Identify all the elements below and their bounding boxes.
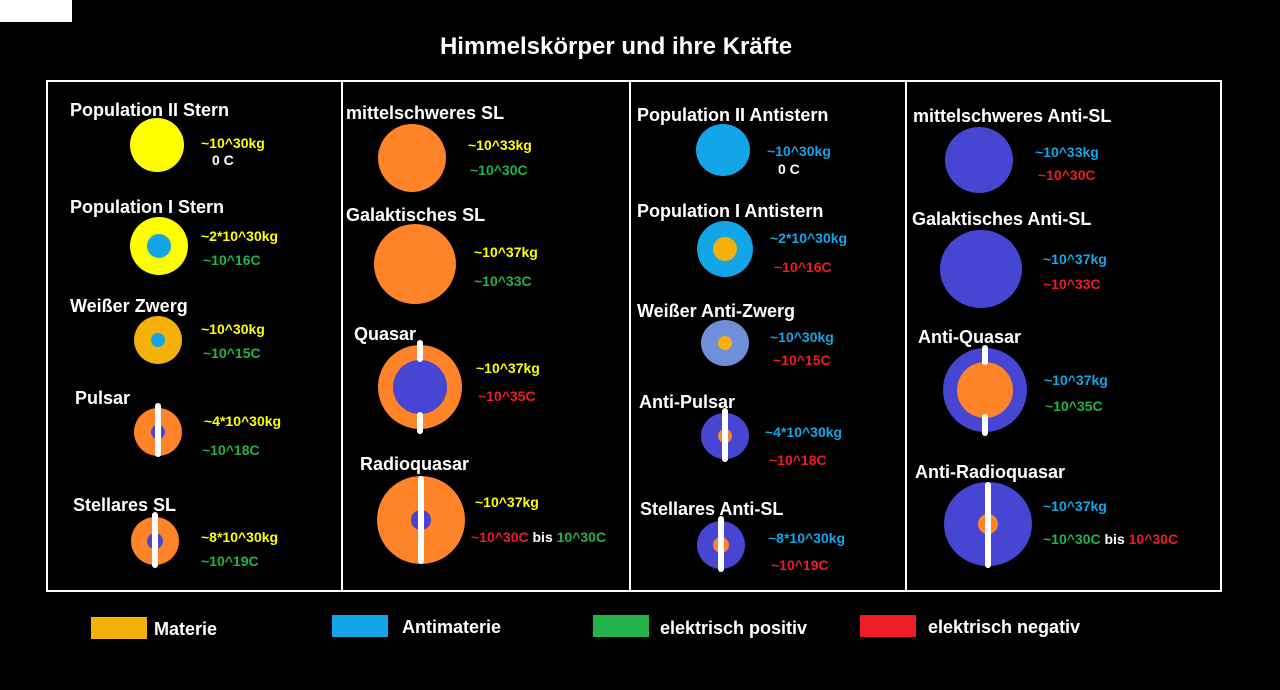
weisser-zwerg-core-icon bbox=[151, 333, 165, 347]
object-name-weisser-anti-zwerg: Weißer Anti-Zwerg bbox=[637, 301, 796, 321]
mass-value: ~10^30kg bbox=[767, 143, 831, 159]
charge-value: ~10^30C bbox=[471, 529, 529, 545]
mass-value: ~2*10^30kg bbox=[770, 230, 848, 246]
mass-value: ~2*10^30kg bbox=[201, 228, 279, 244]
mass-value: ~10^37kg bbox=[476, 360, 540, 376]
legend-label-materie: Materie bbox=[154, 619, 218, 639]
mass-value: ~10^30kg bbox=[201, 135, 265, 151]
object-name-weisser-zwerg: Weißer Zwerg bbox=[70, 296, 188, 316]
charge-value: 10^30C bbox=[556, 529, 607, 545]
charge-value: ~10^30C bbox=[1038, 167, 1096, 183]
weisser-anti-zwerg-core-icon bbox=[718, 336, 732, 350]
charge-value: ~10^35C bbox=[1045, 398, 1103, 414]
charge-range: ~10^30C bis 10^30C bbox=[1043, 531, 1178, 547]
mass-value: ~10^30kg bbox=[770, 329, 834, 345]
charge-bis: bis bbox=[532, 529, 553, 545]
stellares-sl-jet-icon bbox=[152, 512, 158, 568]
charge-value: ~10^30C bbox=[470, 162, 528, 178]
mass-value: ~8*10^30kg bbox=[768, 530, 846, 546]
legend-swatch-elektrisch-negativ bbox=[860, 615, 916, 637]
object-name-galaktisches-anti-sl: Galaktisches Anti-SL bbox=[912, 209, 1092, 229]
mittelschweres-anti-sl-icon bbox=[945, 127, 1013, 193]
population-ii-antistern-icon bbox=[696, 124, 750, 176]
mass-value: ~10^37kg bbox=[1043, 251, 1107, 267]
object-name-quasar: Quasar bbox=[354, 324, 417, 344]
mass-value: ~10^37kg bbox=[1044, 372, 1108, 388]
charge-value: ~10^33C bbox=[1043, 276, 1101, 292]
anti-radioquasar-jet-icon bbox=[985, 482, 991, 568]
mass-value: ~10^37kg bbox=[474, 244, 538, 260]
charge-value: 0 C bbox=[212, 152, 234, 168]
quasar-jet-icon bbox=[417, 340, 423, 362]
mass-value: ~10^33kg bbox=[1035, 144, 1099, 160]
legend-label-antimaterie: Antimaterie bbox=[402, 617, 502, 637]
charge-value: ~10^15C bbox=[203, 345, 261, 361]
mass-value: ~10^37kg bbox=[475, 494, 539, 510]
charge-value: ~10^35C bbox=[478, 388, 536, 404]
radioquasar-jet-icon bbox=[418, 476, 424, 564]
charge-value: ~10^15C bbox=[773, 352, 831, 368]
object-name-stellares-anti-sl: Stellares Anti-SL bbox=[640, 499, 784, 519]
mass-value: ~4*10^30kg bbox=[204, 413, 282, 429]
pulsar-jet-icon bbox=[155, 403, 161, 457]
quasar-core-icon bbox=[393, 360, 447, 414]
charge-value: ~10^16C bbox=[203, 252, 261, 268]
object-name-mittelschweres-anti-sl: mittelschweres Anti-SL bbox=[913, 106, 1112, 126]
object-name-population-i-antistern: Population I Antistern bbox=[637, 201, 824, 221]
object-name-population-ii-antistern: Population II Antistern bbox=[637, 105, 829, 125]
quasar-jet-icon bbox=[417, 412, 423, 434]
object-name-anti-pulsar: Anti-Pulsar bbox=[639, 392, 736, 412]
charge-value: ~10^16C bbox=[774, 259, 832, 275]
object-name-radioquasar: Radioquasar bbox=[360, 454, 470, 474]
charge-value: ~10^19C bbox=[771, 557, 829, 573]
stellares-anti-sl-jet-icon bbox=[718, 516, 724, 572]
galaktisches-sl-icon bbox=[374, 224, 456, 304]
object-name-population-i-stern: Population I Stern bbox=[70, 197, 225, 217]
corner-white-rectangle bbox=[0, 0, 72, 22]
charge-bis: bis bbox=[1104, 531, 1125, 547]
column-divider bbox=[905, 80, 907, 592]
mass-value: ~8*10^30kg bbox=[201, 529, 279, 545]
mittelschweres-sl-icon bbox=[378, 124, 446, 192]
mass-value: ~10^30kg bbox=[201, 321, 265, 337]
mass-value: ~4*10^30kg bbox=[765, 424, 843, 440]
anti-quasar-core-icon bbox=[957, 362, 1013, 418]
diagram-title: Himmelskörper und ihre Kräfte bbox=[439, 33, 793, 60]
mass-value: ~10^37kg bbox=[1043, 498, 1107, 514]
galaktisches-anti-sl-icon bbox=[940, 230, 1022, 308]
charge-value: ~10^30C bbox=[1043, 531, 1101, 547]
legend-label-elektrisch-negativ: elektrisch negativ bbox=[928, 617, 1081, 637]
object-name-population-ii-stern: Population II Stern bbox=[70, 100, 230, 120]
population-i-antistern-core-icon bbox=[713, 237, 737, 261]
charge-value: ~10^19C bbox=[201, 553, 259, 569]
charge-value: 0 C bbox=[778, 161, 800, 177]
mass-value: ~10^33kg bbox=[468, 137, 532, 153]
anti-quasar-jet-icon bbox=[982, 345, 988, 365]
object-name-mittelschweres-sl: mittelschweres SL bbox=[346, 103, 505, 123]
population-ii-stern-icon bbox=[130, 118, 184, 172]
charge-value: ~10^18C bbox=[202, 442, 260, 458]
column-divider bbox=[629, 80, 631, 592]
anti-pulsar-jet-icon bbox=[722, 408, 728, 462]
charge-value: ~10^33C bbox=[474, 273, 532, 289]
legend-swatch-elektrisch-positiv bbox=[593, 615, 649, 637]
object-name-stellares-sl: Stellares SL bbox=[73, 495, 177, 515]
diagram-panel bbox=[46, 80, 1222, 592]
object-name-galaktisches-sl: Galaktisches SL bbox=[346, 205, 486, 225]
charge-value: 10^30C bbox=[1128, 531, 1179, 547]
object-name-pulsar: Pulsar bbox=[75, 388, 131, 408]
object-name-anti-radioquasar: Anti-Radioquasar bbox=[915, 462, 1066, 482]
population-i-stern-core-icon bbox=[147, 234, 171, 258]
charge-value: ~10^18C bbox=[769, 452, 827, 468]
legend-swatch-antimaterie bbox=[332, 615, 388, 637]
column-divider bbox=[341, 80, 343, 592]
object-name-anti-quasar: Anti-Quasar bbox=[918, 327, 1022, 347]
legend-swatch-materie bbox=[91, 617, 147, 639]
charge-range: ~10^30C bis 10^30C bbox=[471, 529, 606, 545]
anti-quasar-jet-icon bbox=[982, 414, 988, 436]
legend-label-elektrisch-positiv: elektrisch positiv bbox=[660, 618, 808, 638]
